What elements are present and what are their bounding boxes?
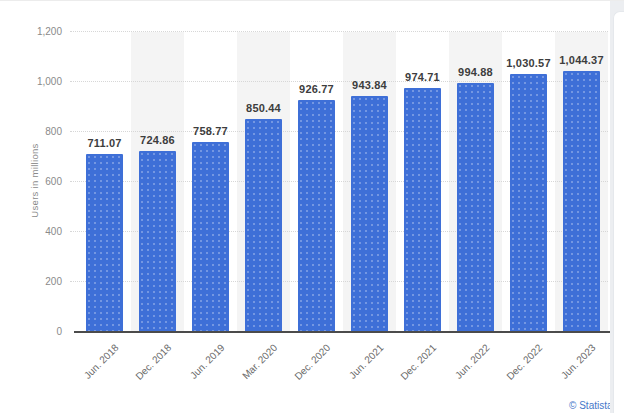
bar-chart: Users in millions 02004006008001,0001,20…: [0, 1, 624, 413]
x-axis-tick-label: Jun. 2021: [346, 342, 385, 381]
bar[interactable]: [563, 71, 600, 332]
y-axis-tick-label: 800: [22, 126, 62, 138]
x-axis-tick-label: Jun. 2019: [187, 342, 226, 381]
x-axis-tick-label: Dec. 2020: [292, 342, 332, 382]
bar[interactable]: [510, 74, 547, 332]
x-axis-tick-label: Dec. 2022: [504, 342, 544, 382]
vertical-scrollbar[interactable]: [610, 1, 624, 413]
y-axis-tick-label: 400: [22, 226, 62, 238]
y-axis-tick-label: 1,200: [22, 26, 62, 38]
y-axis-tick-label: 0: [22, 326, 62, 338]
bar[interactable]: [351, 96, 388, 332]
x-axis-tick-label: Jun. 2018: [81, 342, 120, 381]
bar[interactable]: [298, 100, 335, 332]
bar-value-label: 850.44: [224, 102, 304, 115]
scrollbar-thumb[interactable]: [613, 11, 624, 413]
bar-value-label: 758.77: [171, 125, 251, 138]
x-axis-line: [74, 331, 612, 333]
x-axis-tick-label: Dec. 2018: [133, 342, 173, 382]
bar[interactable]: [457, 83, 494, 332]
x-axis-tick-label: Dec. 2021: [398, 342, 438, 382]
x-axis-tick-label: Mar. 2020: [240, 342, 279, 381]
gridline: [70, 31, 608, 32]
bar[interactable]: [245, 119, 282, 332]
bar[interactable]: [192, 142, 229, 332]
statista-chart-page: { "page": { "credit": "© Statista 202", …: [0, 0, 624, 413]
y-axis-tick-label: 1,000: [22, 76, 62, 88]
bar[interactable]: [139, 151, 176, 332]
bar[interactable]: [86, 154, 123, 332]
bar[interactable]: [404, 88, 441, 332]
x-axis-tick-label: Jun. 2022: [452, 342, 491, 381]
y-axis-tick-label: 600: [22, 176, 62, 188]
y-axis-tick-label: 200: [22, 276, 62, 288]
x-axis-tick-label: Jun. 2023: [558, 342, 597, 381]
